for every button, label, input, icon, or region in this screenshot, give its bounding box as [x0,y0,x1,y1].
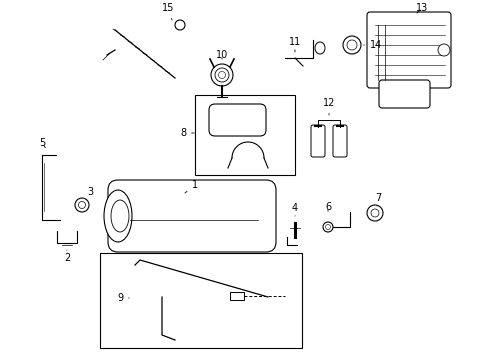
Ellipse shape [111,200,129,232]
Ellipse shape [210,64,232,86]
FancyBboxPatch shape [378,80,429,108]
Ellipse shape [323,222,332,232]
Ellipse shape [79,202,85,208]
FancyBboxPatch shape [332,125,346,157]
Ellipse shape [314,42,325,54]
Text: 2: 2 [64,250,70,263]
Bar [195,95,294,175]
Ellipse shape [366,205,382,221]
Text: 15: 15 [162,3,174,20]
Ellipse shape [342,36,360,54]
FancyBboxPatch shape [310,125,325,157]
Ellipse shape [175,20,184,30]
Text: 9: 9 [117,293,129,303]
Ellipse shape [370,209,378,217]
Ellipse shape [437,44,449,56]
Text: 10: 10 [215,50,228,60]
FancyBboxPatch shape [208,104,265,136]
Text: 3: 3 [86,187,93,200]
Text: 14: 14 [363,40,382,50]
Text: 7: 7 [374,193,380,206]
FancyBboxPatch shape [366,12,450,88]
Ellipse shape [218,72,225,78]
Text: 4: 4 [291,203,298,216]
Text: 8: 8 [180,128,194,138]
Text: 11: 11 [288,37,301,52]
Text: 5: 5 [39,138,45,148]
Ellipse shape [346,40,356,50]
FancyBboxPatch shape [108,180,275,252]
Text: 6: 6 [324,202,330,212]
Ellipse shape [75,198,89,212]
Text: 1: 1 [184,180,198,193]
Ellipse shape [104,190,132,242]
Bar [100,253,302,348]
Bar [229,292,244,300]
Text: 13: 13 [415,3,427,13]
Ellipse shape [325,225,330,230]
Ellipse shape [215,68,228,82]
Text: 12: 12 [322,98,334,115]
